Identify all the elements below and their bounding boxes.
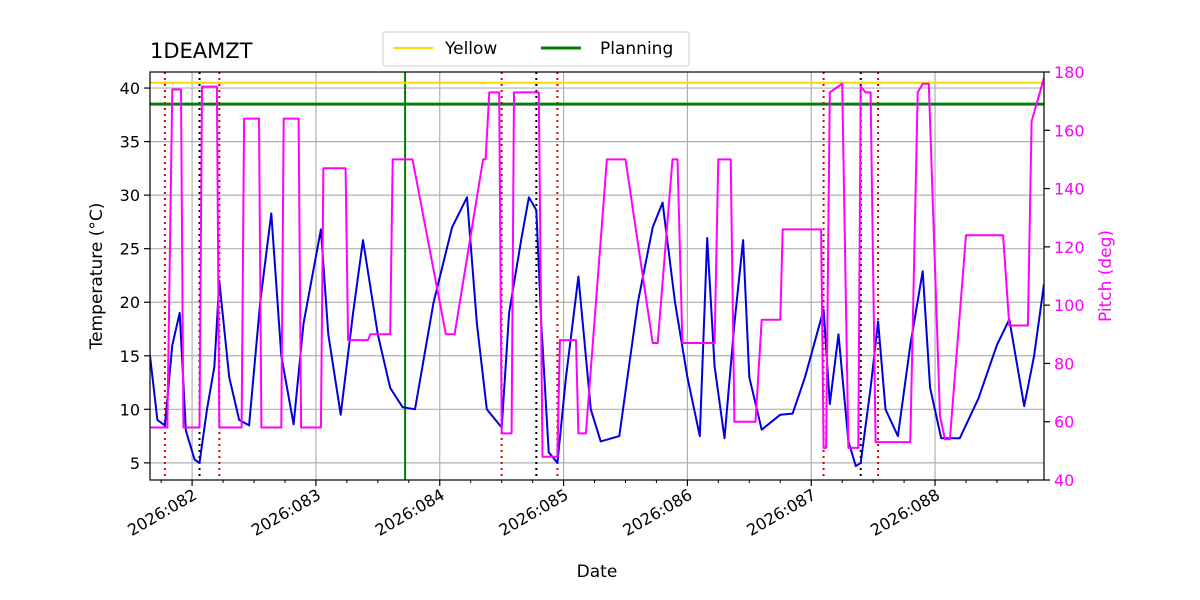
y-tick-label: 35 bbox=[120, 133, 140, 152]
y-tick-label: 30 bbox=[120, 186, 140, 205]
plot-frame bbox=[149, 71, 1045, 481]
pitch-series-line bbox=[150, 77, 1044, 458]
limit-lines bbox=[150, 81, 1044, 106]
y2-tick-label: 180 bbox=[1054, 63, 1085, 82]
y2-tick-label: 80 bbox=[1054, 354, 1074, 373]
y-tick-label: 5 bbox=[130, 454, 140, 473]
legend-label-yellow: Yellow bbox=[444, 39, 497, 59]
event-lines bbox=[163, 72, 880, 480]
grid bbox=[150, 72, 1044, 480]
y-tick-label: 20 bbox=[120, 293, 140, 312]
x-axis-title: Date bbox=[577, 562, 618, 582]
y-tick-label: 15 bbox=[120, 347, 140, 366]
y-axis-title: Temperature (°C) bbox=[87, 203, 107, 351]
series bbox=[150, 77, 1044, 468]
temperature-series-line bbox=[150, 196, 1044, 468]
y-tick-label: 25 bbox=[120, 240, 140, 259]
y-tick-label: 10 bbox=[120, 400, 140, 419]
y-tick-label: 40 bbox=[120, 79, 140, 98]
y2-tick-label: 120 bbox=[1054, 238, 1085, 257]
legend: Yellow Planning bbox=[382, 31, 690, 67]
legend-label-planning: Planning bbox=[600, 39, 673, 59]
y2-tick-label: 100 bbox=[1054, 296, 1085, 315]
y2-axis-title: Pitch (deg) bbox=[1096, 230, 1116, 322]
legend-box bbox=[382, 31, 690, 67]
y2-tick-label: 140 bbox=[1054, 180, 1085, 199]
y2-tick-label: 40 bbox=[1054, 471, 1074, 490]
y2-tick-label: 160 bbox=[1054, 121, 1085, 140]
y2-tick-label: 60 bbox=[1054, 413, 1074, 432]
chart-title: 1DEAMZT bbox=[150, 39, 253, 63]
